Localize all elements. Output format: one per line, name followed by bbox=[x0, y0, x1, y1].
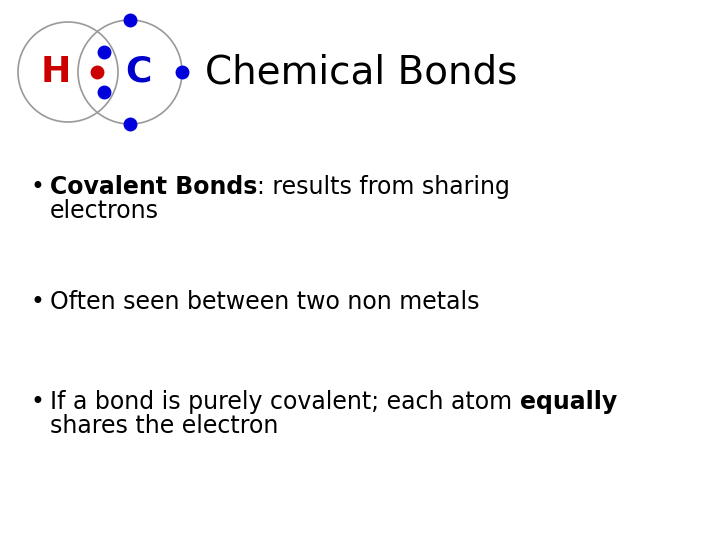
Text: electrons: electrons bbox=[50, 199, 159, 223]
Text: •: • bbox=[30, 175, 44, 199]
Text: C: C bbox=[125, 55, 151, 89]
Text: If a bond is purely covalent; each atom: If a bond is purely covalent; each atom bbox=[50, 390, 520, 414]
Text: •: • bbox=[30, 390, 44, 414]
Text: H: H bbox=[41, 55, 71, 89]
Text: equally: equally bbox=[520, 390, 617, 414]
Text: Covalent Bonds: Covalent Bonds bbox=[50, 175, 257, 199]
Text: : results from sharing: : results from sharing bbox=[257, 175, 510, 199]
Text: Often seen between two non metals: Often seen between two non metals bbox=[50, 290, 480, 314]
Text: Chemical Bonds: Chemical Bonds bbox=[205, 53, 518, 91]
Text: •: • bbox=[30, 290, 44, 314]
Text: shares the electron: shares the electron bbox=[50, 414, 279, 438]
